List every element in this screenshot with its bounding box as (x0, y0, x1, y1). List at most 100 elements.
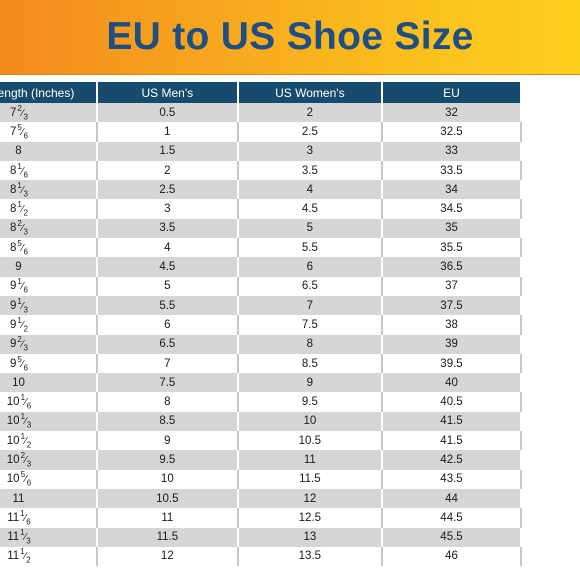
cell-us-mens: 1.5 (96, 141, 239, 161)
table-row: 75⁄6 1 2.5 32.5 (0, 122, 522, 142)
length-denominator: 6 (23, 285, 28, 295)
cell-eu: 37.5 (382, 295, 522, 316)
table-row: 101⁄2 9 10.5 41.5 (0, 431, 522, 451)
header-eu: EU (382, 82, 522, 103)
length-whole: 11 (7, 531, 20, 544)
cell-foot-length: 105⁄6 (0, 469, 98, 489)
cell-us-mens: 2.5 (96, 180, 239, 200)
length-whole: 7 (9, 125, 17, 138)
size-chart-table: Foot Length (Inches) US Men's US Women's… (0, 82, 522, 567)
cell-eu: 35.5 (382, 238, 522, 258)
length-numerator: 1 (20, 547, 25, 557)
table-body: 72⁄3 0.5 2 32 75⁄6 1 2.5 32.5 8 1.5 3 33 81⁄6 2 3.5 33.… (0, 103, 522, 567)
length-whole: 11 (7, 511, 20, 524)
size-table-container: Foot Length (Inches) US Men's US Women's… (0, 82, 580, 580)
header-us-mens: US Men's (96, 82, 239, 103)
cell-foot-length: 85⁄6 (0, 238, 98, 258)
cell-us-womens: 11.5 (237, 469, 384, 489)
cell-us-womens: 10.5 (237, 431, 384, 451)
cell-foot-length: 82⁄3 (0, 218, 98, 239)
cell-foot-length: 91⁄2 (0, 315, 98, 335)
length-numerator: 2 (17, 219, 22, 229)
length-numerator: 1 (17, 200, 22, 210)
length-whole: 8 (9, 222, 17, 235)
cell-us-mens: 11 (96, 508, 239, 528)
cell-us-mens: 6 (96, 315, 239, 335)
cell-us-womens: 7 (237, 295, 384, 316)
cell-eu: 40.5 (382, 392, 522, 412)
cell-us-womens: 5.5 (237, 238, 384, 258)
cell-us-mens: 0.5 (96, 103, 239, 123)
cell-eu: 39.5 (382, 353, 522, 374)
cell-eu: 41.5 (382, 411, 522, 432)
cell-us-womens: 3.5 (237, 160, 384, 181)
table-row: 91⁄3 5.5 7 37.5 (0, 295, 522, 316)
length-denominator: 6 (23, 247, 28, 257)
length-denominator: 6 (26, 478, 32, 488)
length-numerator: 1 (20, 431, 26, 441)
length-whole: 10 (6, 434, 20, 447)
cell-eu: 40 (382, 373, 522, 393)
cell-us-womens: 3 (237, 141, 384, 161)
cell-foot-length: 101⁄6 (0, 392, 98, 412)
cell-foot-length: 101⁄2 (0, 431, 98, 451)
length-whole: 9 (9, 280, 17, 293)
cell-us-mens: 7.5 (96, 373, 239, 393)
length-denominator: 6 (26, 517, 31, 527)
cell-eu: 33 (382, 141, 522, 161)
table-row: 10 7.5 9 40 (0, 373, 522, 393)
length-whole: 8 (9, 164, 17, 177)
length-numerator: 2 (20, 451, 26, 461)
cell-foot-length: 8 (0, 141, 98, 161)
table-row: 95⁄6 7 8.5 39.5 (0, 353, 522, 374)
cell-us-womens: 12 (237, 488, 384, 509)
title-banner: EU to US Shoe Size (0, 0, 580, 75)
cell-foot-length: 91⁄3 (0, 295, 98, 316)
cell-us-womens: 7.5 (237, 315, 384, 335)
length-whole: 9 (9, 357, 17, 370)
length-denominator: 2 (26, 555, 31, 565)
cell-us-womens: 8 (237, 334, 384, 354)
length-numerator: 2 (17, 103, 22, 113)
cell-us-mens: 9 (96, 431, 239, 451)
length-numerator: 1 (17, 181, 22, 190)
length-whole: 11 (7, 550, 20, 563)
length-numerator: 1 (20, 412, 26, 422)
cell-us-womens: 5 (237, 218, 384, 239)
cell-us-womens: 2.5 (237, 122, 384, 142)
cell-eu: 42.5 (382, 450, 522, 470)
cell-eu: 38 (382, 315, 522, 335)
table-row: 91⁄2 6 7.5 38 (0, 315, 522, 335)
header-us-womens: US Women's (237, 82, 384, 103)
cell-foot-length: 9 (0, 257, 98, 277)
length-denominator: 6 (26, 401, 32, 411)
cell-us-womens: 9 (237, 373, 384, 393)
length-whole: 9 (15, 261, 22, 274)
table-row: 105⁄6 10 11.5 43.5 (0, 469, 522, 489)
cell-eu: 37 (382, 276, 522, 296)
length-numerator: 5 (17, 123, 22, 133)
table-row: 11 10.5 12 44 (0, 488, 522, 509)
cell-us-womens: 8.5 (237, 353, 384, 374)
table-row: 91⁄6 5 6.5 37 (0, 276, 522, 296)
cell-us-mens: 2 (96, 160, 239, 181)
cell-eu: 36.5 (382, 257, 522, 277)
cell-us-mens: 10.5 (96, 488, 239, 509)
cell-foot-length: 101⁄3 (0, 411, 98, 432)
cell-us-mens: 7 (96, 353, 239, 374)
cell-foot-length: 11 (0, 488, 98, 509)
length-numerator: 5 (17, 354, 22, 364)
cell-eu: 32.5 (382, 122, 522, 142)
cell-us-mens: 4.5 (96, 257, 239, 277)
cell-us-womens: 13.5 (237, 546, 384, 567)
cell-eu: 32 (382, 103, 522, 123)
length-whole: 7 (9, 106, 17, 119)
length-whole: 10 (6, 453, 20, 466)
length-whole: 8 (9, 183, 17, 196)
cell-us-womens: 6.5 (237, 276, 384, 296)
length-numerator: 5 (17, 238, 22, 248)
cell-foot-length: 92⁄3 (0, 334, 98, 354)
cell-us-mens: 11.5 (96, 527, 239, 547)
cell-eu: 43.5 (382, 469, 522, 489)
cell-us-mens: 10 (96, 469, 239, 489)
